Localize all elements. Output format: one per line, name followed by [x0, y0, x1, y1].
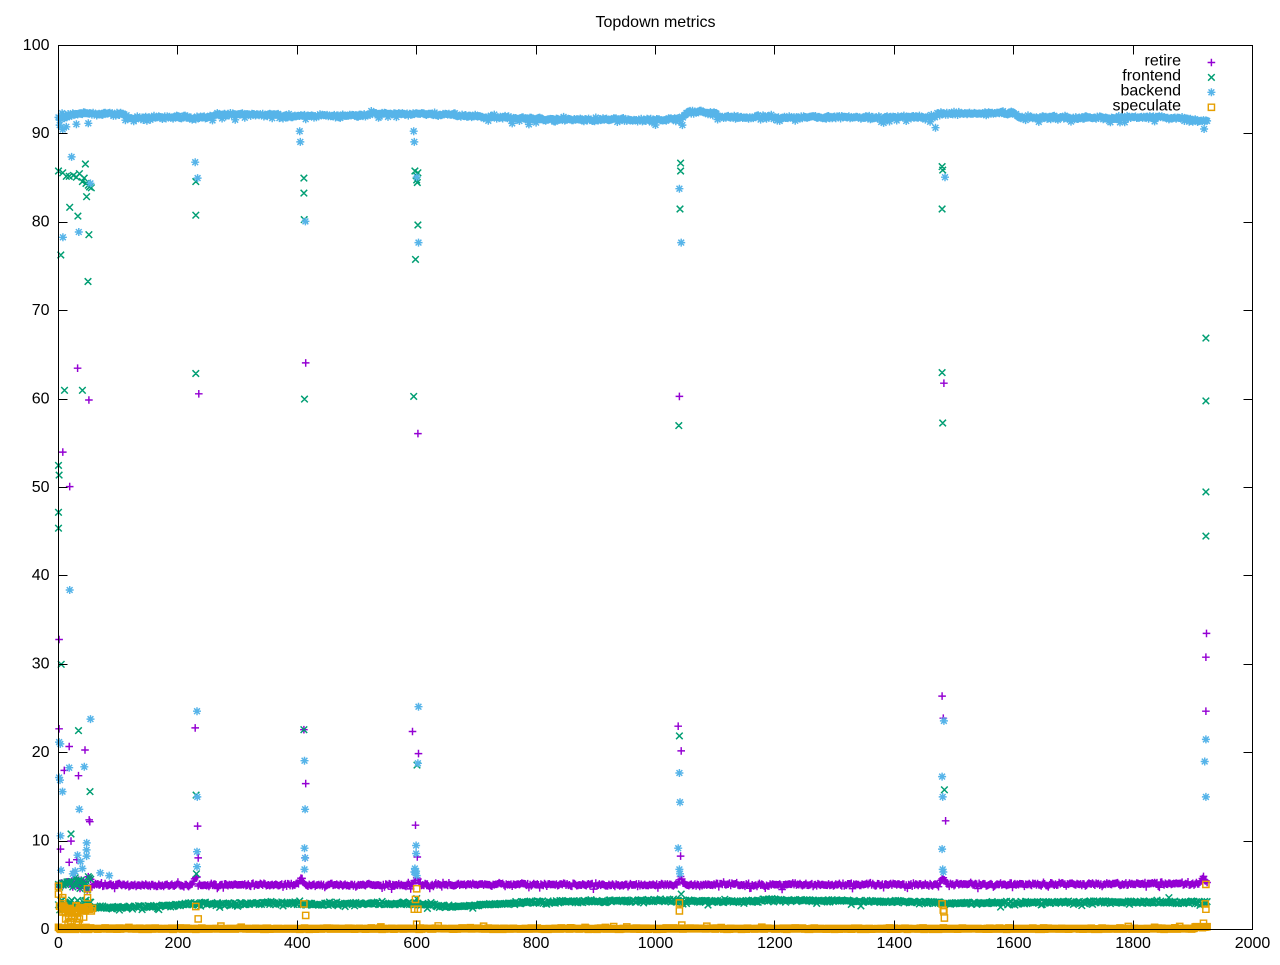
svg-text:40: 40	[32, 567, 50, 584]
svg-text:100: 100	[23, 37, 50, 54]
svg-text:50: 50	[32, 479, 50, 496]
svg-text:retire: retire	[1145, 53, 1182, 70]
svg-text:2000: 2000	[1235, 935, 1271, 952]
svg-text:speculate: speculate	[1113, 97, 1182, 114]
svg-text:600: 600	[403, 935, 430, 952]
svg-text:800: 800	[523, 935, 550, 952]
svg-text:frontend: frontend	[1122, 68, 1181, 85]
svg-text:0: 0	[54, 935, 63, 952]
svg-text:70: 70	[32, 302, 50, 319]
svg-text:30: 30	[32, 656, 50, 673]
svg-text:90: 90	[32, 125, 50, 142]
svg-text:1200: 1200	[757, 935, 793, 952]
svg-text:1000: 1000	[638, 935, 674, 952]
svg-text:0: 0	[41, 921, 50, 938]
svg-text:Topdown metrics: Topdown metrics	[595, 14, 715, 31]
svg-text:20: 20	[32, 744, 50, 761]
svg-text:200: 200	[165, 935, 192, 952]
svg-text:1400: 1400	[877, 935, 913, 952]
svg-text:60: 60	[32, 390, 50, 407]
svg-text:400: 400	[284, 935, 311, 952]
svg-text:1800: 1800	[1115, 935, 1151, 952]
svg-text:10: 10	[32, 832, 50, 849]
svg-text:backend: backend	[1121, 82, 1182, 99]
svg-text:1600: 1600	[996, 935, 1032, 952]
svg-text:80: 80	[32, 214, 50, 231]
